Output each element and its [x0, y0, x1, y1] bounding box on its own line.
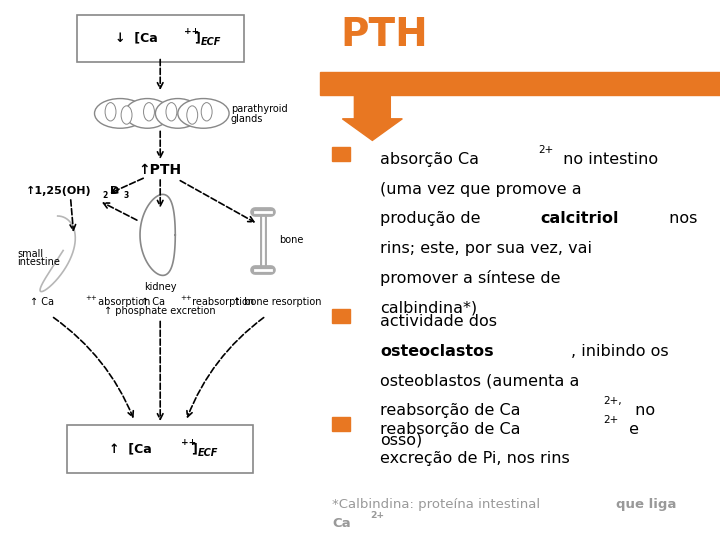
Bar	[333, 417, 351, 431]
Text: bone: bone	[279, 235, 303, 245]
Circle shape	[121, 106, 132, 124]
Text: ++: ++	[184, 28, 199, 36]
Ellipse shape	[94, 98, 145, 128]
Bar	[320, 72, 720, 95]
Text: , inibindo os: , inibindo os	[572, 343, 669, 359]
Text: *Calbindina: proteína intestinal: *Calbindina: proteína intestinal	[333, 498, 545, 511]
Circle shape	[201, 103, 212, 121]
Text: intestine: intestine	[17, 258, 60, 267]
Text: ↑ phosphate excretion: ↑ phosphate excretion	[104, 306, 216, 315]
Text: que liga: que liga	[616, 498, 677, 511]
Text: ↑ Ca: ↑ Ca	[30, 298, 54, 307]
Text: calbindina*): calbindina*)	[380, 300, 477, 315]
Ellipse shape	[125, 98, 170, 128]
Text: ++: ++	[181, 294, 192, 301]
Text: glands: glands	[230, 114, 263, 124]
Text: reabsorção de Ca: reabsorção de Ca	[380, 422, 521, 437]
Text: ]: ]	[191, 442, 197, 455]
Text: 2+: 2+	[370, 511, 384, 519]
Text: ++: ++	[181, 438, 197, 447]
FancyArrow shape	[343, 84, 402, 140]
Text: nos: nos	[664, 211, 698, 226]
Text: (uma vez que promove a: (uma vez que promove a	[380, 181, 582, 197]
Text: Ca: Ca	[333, 517, 351, 530]
Text: ↑PTH: ↑PTH	[139, 163, 181, 177]
Ellipse shape	[156, 98, 200, 128]
Text: osteoclastos: osteoclastos	[380, 343, 494, 359]
Text: no intestino: no intestino	[558, 152, 658, 167]
Text: ↑ bone resorption: ↑ bone resorption	[233, 298, 321, 307]
Text: ↑1,25(OH): ↑1,25(OH)	[26, 186, 91, 195]
Text: PTH: PTH	[341, 16, 428, 54]
Text: ++: ++	[85, 294, 96, 301]
Text: ECF: ECF	[198, 448, 218, 457]
Text: 2+: 2+	[603, 415, 618, 424]
Text: kidney: kidney	[144, 282, 176, 292]
Bar	[333, 309, 351, 322]
Ellipse shape	[178, 98, 229, 128]
FancyBboxPatch shape	[67, 425, 253, 472]
Circle shape	[105, 103, 116, 121]
Circle shape	[166, 103, 177, 121]
Text: 2+: 2+	[538, 145, 554, 154]
Circle shape	[186, 106, 198, 124]
Text: osteoblastos (aumenta a: osteoblastos (aumenta a	[380, 373, 580, 388]
Circle shape	[143, 103, 154, 121]
Text: absorção Ca: absorção Ca	[380, 152, 480, 167]
Text: 3: 3	[123, 191, 129, 200]
Text: actividade dos: actividade dos	[380, 314, 498, 329]
Text: ↑ Ca: ↑ Ca	[141, 298, 165, 307]
Text: ↓  [Ca: ↓ [Ca	[115, 32, 158, 45]
Text: parathyroid: parathyroid	[230, 104, 287, 114]
Text: absorption: absorption	[94, 298, 150, 307]
Text: excreção de Pi, nos rins: excreção de Pi, nos rins	[380, 451, 570, 467]
Text: 2+,: 2+,	[603, 396, 622, 406]
Text: e: e	[624, 422, 639, 437]
Text: ↑  [Ca: ↑ [Ca	[109, 442, 152, 455]
Bar	[333, 147, 351, 160]
Text: D: D	[109, 186, 119, 195]
Text: 2: 2	[102, 191, 107, 200]
Text: promover a síntese de: promover a síntese de	[380, 270, 561, 286]
Text: produção de: produção de	[380, 211, 486, 226]
FancyBboxPatch shape	[77, 15, 243, 62]
Text: no: no	[630, 403, 655, 418]
Text: reabsorção de Ca: reabsorção de Ca	[380, 403, 521, 418]
Text: small: small	[17, 249, 44, 259]
Text: osso): osso)	[380, 433, 423, 448]
Text: ]: ]	[194, 32, 199, 45]
Text: reabsorption: reabsorption	[189, 298, 254, 307]
Text: rins; este, por sua vez, vai: rins; este, por sua vez, vai	[380, 241, 593, 256]
Text: ECF: ECF	[201, 37, 222, 47]
Text: calcitriol: calcitriol	[540, 211, 618, 226]
